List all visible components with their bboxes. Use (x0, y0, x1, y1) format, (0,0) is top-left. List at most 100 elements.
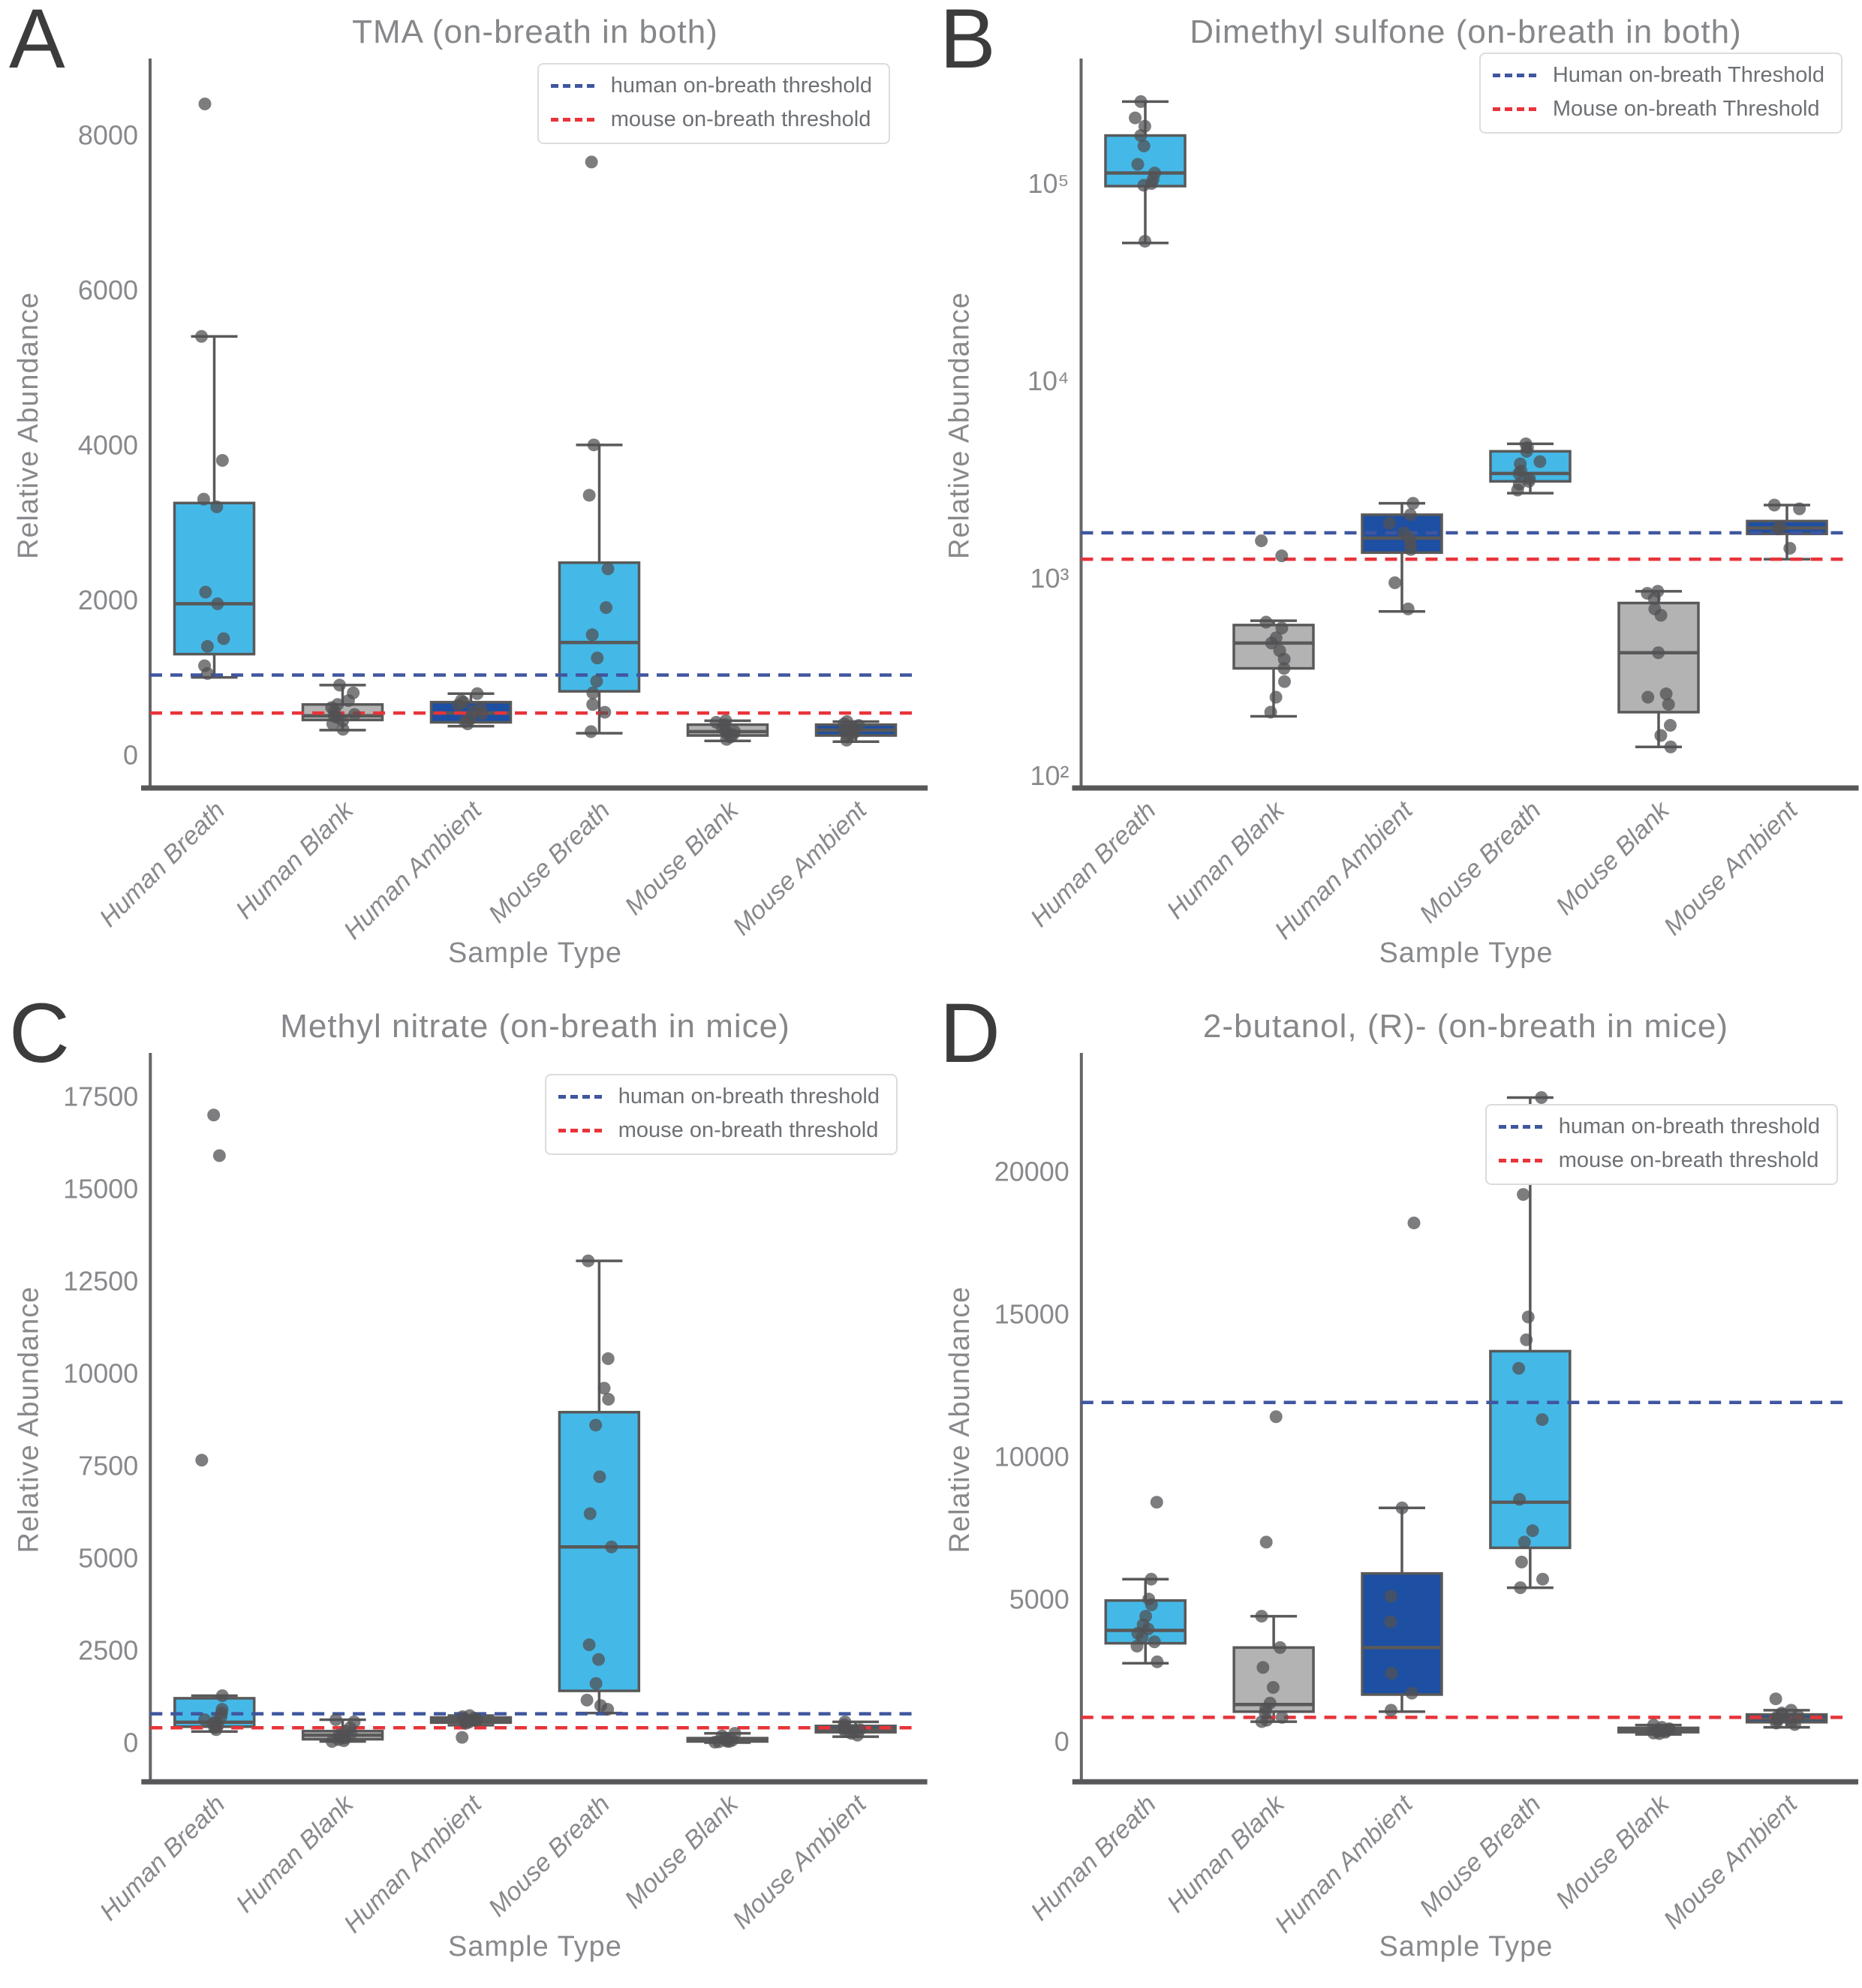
data-point (1659, 687, 1673, 701)
data-point (1130, 1639, 1144, 1653)
data-point (1793, 502, 1806, 516)
x-axis-label: Sample Type (448, 1931, 622, 1962)
data-point (585, 628, 599, 642)
data-point (1513, 1493, 1527, 1506)
data-point (1769, 1692, 1782, 1706)
y-tick-label: 10² (1030, 760, 1069, 791)
data-point (580, 1693, 594, 1707)
data-point (1129, 111, 1142, 125)
x-tick-label: Human Breath (1025, 1790, 1162, 1926)
data-point (1395, 1501, 1409, 1514)
data-point (592, 1653, 606, 1666)
legend-label: mouse on-breath threshold (618, 1118, 879, 1142)
human-threshold-dash-icon (1498, 1125, 1542, 1129)
data-point (597, 1382, 611, 1395)
data-point (217, 632, 230, 645)
iqr-box (558, 561, 641, 693)
legend-d: human on-breath threshold mouse on-breat… (1484, 1104, 1838, 1185)
y-tick-label: 0 (123, 739, 138, 770)
data-point (605, 1540, 618, 1553)
data-point (1512, 1361, 1526, 1375)
data-point (1277, 652, 1291, 666)
data-point (1139, 234, 1152, 248)
y-tick-label: 17500 (63, 1081, 138, 1112)
iqr-box (1361, 1571, 1443, 1696)
human-threshold-dash-icon (550, 84, 594, 88)
data-point (1382, 516, 1396, 530)
x-tick-label: Human Blank (230, 795, 360, 925)
data-point (1522, 474, 1536, 488)
data-point (593, 1470, 606, 1484)
x-tick-label: Human Blank (1161, 795, 1291, 925)
data-point (1150, 1496, 1163, 1509)
y-tick-label: 5000 (78, 1543, 138, 1574)
x-tick-label: Mouse Ambient (727, 796, 873, 941)
data-point (1664, 740, 1677, 753)
boxplot-human-ambient (1361, 501, 1443, 613)
x-tick-label: Mouse Breath (483, 1790, 615, 1922)
legend-label: Human on-breath Threshold (1552, 63, 1824, 87)
y-tick-label: 6000 (78, 275, 138, 305)
data-point (601, 1352, 615, 1365)
data-point (586, 686, 600, 699)
data-point (1259, 1535, 1273, 1549)
data-point (341, 694, 355, 708)
y-tick-label: 10000 (994, 1441, 1069, 1472)
data-point (1654, 609, 1668, 622)
data-point (1652, 646, 1665, 660)
data-point (708, 1735, 722, 1749)
data-point (582, 489, 596, 502)
data-point (850, 1728, 864, 1742)
legend-item-human-threshold: human on-breath threshold (1498, 1114, 1820, 1139)
x-tick-label: Mouse Blank (619, 795, 744, 920)
data-point (1664, 719, 1677, 732)
data-point (347, 708, 361, 721)
y-tick-label: 0 (1054, 1726, 1069, 1757)
data-point (1134, 129, 1148, 143)
human-threshold-dash-icon (1492, 74, 1536, 77)
data-point (601, 562, 615, 576)
x-tick-label: Human Ambient (1269, 1789, 1418, 1938)
y-tick-label: 0 (123, 1727, 138, 1758)
data-point (598, 705, 612, 719)
legend-label: human on-breath threshold (610, 74, 872, 98)
data-point (1405, 1686, 1418, 1700)
data-point (1404, 543, 1418, 556)
y-tick-label: 8000 (78, 119, 138, 150)
data-point (471, 687, 484, 700)
legend-item-mouse-threshold: Mouse on-breath Threshold (1492, 97, 1824, 122)
legend-label: mouse on-breath threshold (610, 107, 871, 131)
legend-b: Human on-breath Threshold Mouse on-breat… (1478, 53, 1842, 134)
panel-a: A TMA (on-breath in both) human on-breat… (0, 0, 931, 994)
legend-item-human-threshold: Human on-breath Threshold (1492, 63, 1824, 88)
data-point (211, 597, 224, 610)
data-point (601, 1703, 615, 1716)
legend-label: mouse on-breath threshold (1558, 1148, 1819, 1172)
data-point (195, 1454, 209, 1467)
x-tick-label: Human Breath (95, 1790, 231, 1926)
data-point (459, 1716, 473, 1730)
data-point (1535, 1091, 1548, 1104)
data-point (1277, 662, 1291, 675)
mouse-threshold-dash-icon (558, 1129, 602, 1132)
data-point (207, 1108, 221, 1122)
data-point (1533, 455, 1547, 468)
x-tick-label: Mouse Blank (619, 1789, 744, 1914)
y-tick-label: 20000 (994, 1156, 1069, 1187)
iqr-box (1489, 1349, 1572, 1550)
data-point (209, 1723, 223, 1737)
data-point (1384, 1589, 1397, 1603)
data-point (1134, 95, 1148, 108)
boxplot-chart-c: 0 2500 5000 7500 10000 12500 15000 17500 Human B… (13, 1052, 928, 1962)
data-point (1406, 497, 1420, 510)
y-tick-label: 10³ (1030, 563, 1069, 594)
iqr-box (558, 1410, 641, 1692)
data-point (337, 1734, 350, 1747)
boxplot-chart-d: 0 5000 10000 15000 20000 Human Breath Human Bl… (944, 1052, 1859, 1962)
y-axis-label: Relative Abundance (944, 1286, 976, 1553)
data-point (1269, 1410, 1283, 1424)
x-tick-label: Human Breath (1025, 796, 1162, 933)
boxplot-human-ambient (1361, 1506, 1443, 1713)
x-tick-label: Mouse Breath (1414, 796, 1547, 929)
